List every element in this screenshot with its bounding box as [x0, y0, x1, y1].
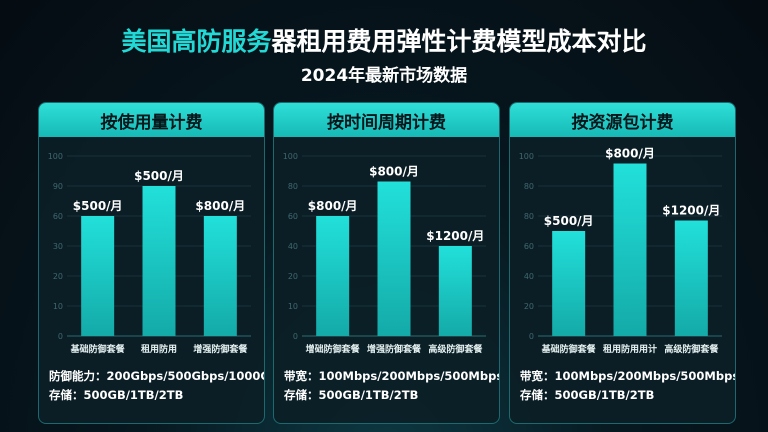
x-category-label: 高级防御套餐	[664, 343, 719, 355]
title-highlight: 美国高防服务	[121, 27, 272, 56]
footer-line: 存储：500GB/1TB/2TB	[49, 388, 184, 402]
bar	[316, 216, 350, 336]
chart-svg: 01020406080100$800/月增础防御套餐$800/月增强防御套餐$1…	[283, 152, 486, 355]
y-tick-label: 100	[283, 152, 298, 161]
x-category-label: 增强防御套餐	[193, 343, 248, 355]
panel-heading: 按资源包计费	[510, 103, 735, 137]
y-tick-label: 80	[524, 182, 534, 191]
y-tick-label: 30	[53, 242, 63, 251]
bar-chart: 0 10 20 40 60 80 100 $800/月 增础防御套餐 $800/月 增强防御套餐 $1…	[274, 137, 499, 367]
y-tick-label: 60	[288, 212, 298, 221]
footer-line: 带宽：100Mbps/200Mbps/500Mbps	[284, 369, 500, 383]
data-label: $800/月	[195, 199, 245, 213]
data-label: $500/月	[73, 199, 123, 213]
data-label: $1200/月	[426, 229, 484, 243]
footer-line: 存储：500GB/1TB/2TB	[284, 388, 419, 402]
page-subtitle: 2024年最新市场数据	[300, 66, 468, 86]
x-category-label: 高级防御套餐	[428, 343, 483, 355]
x-category-label: 基础防御套餐	[541, 343, 597, 355]
x-category-label: 增础防御套餐	[306, 343, 361, 355]
y-tick-label: 20	[288, 272, 298, 281]
panel-footer: 带宽：100Mbps/200Mbps/500Mbps 存储：500GB/1TB/…	[520, 367, 736, 405]
bar-chart: 0 10 20 30 60 90 100 $500/月 基础防御套餐 $500/月 租用防用 $800…	[39, 137, 264, 367]
bar	[203, 216, 237, 336]
data-label: $800/月	[369, 165, 419, 179]
bar	[552, 231, 586, 336]
y-tick-label: 10	[288, 302, 298, 311]
x-category-label: 基础防御套餐	[70, 343, 126, 355]
bar	[613, 163, 647, 336]
x-category-label: 租用防用用计	[603, 343, 657, 355]
y-tick-label: 40	[524, 272, 534, 281]
panel-footer: 防御能力：200Gbps/500Gbps/1000Gbps 存储：500GB/1…	[49, 367, 264, 405]
y-tick-label: 100	[48, 152, 63, 161]
y-tick-label: 60	[53, 212, 63, 221]
footer-line: 防御能力：200Gbps/500Gbps/1000Gbps	[49, 369, 264, 383]
title-rest: 器租用费用弹性计费模型成本对比	[271, 27, 647, 56]
chart-svg: 01020306090100$500/月基础防御套餐$500/月租用防用$800…	[48, 152, 251, 355]
y-tick-label: 90	[53, 182, 63, 191]
y-tick-label: 0	[529, 332, 534, 341]
x-category-label: 增强防御套餐	[367, 343, 422, 355]
y-tick-label: 40	[288, 242, 298, 251]
y-tick-label: 100	[519, 152, 534, 161]
data-label: $800/月	[308, 199, 358, 213]
footer-line: 存储：500GB/1TB/2TB	[520, 388, 655, 402]
bar	[438, 246, 472, 336]
x-category-label: 租用防用	[141, 343, 177, 355]
y-tick-label: 20	[524, 302, 534, 311]
bar-chart: 0 20 40 60 80 80 100 $500/月 基础防御套餐 $800/月 租用防用用计 $1…	[510, 137, 735, 367]
y-tick-label: 0	[293, 332, 298, 341]
data-label: $500/月	[544, 214, 594, 228]
data-label: $500/月	[134, 169, 184, 183]
bar	[81, 216, 115, 336]
bar	[377, 181, 411, 336]
y-tick-label: 60	[524, 242, 534, 251]
bar	[142, 186, 176, 336]
panel-heading: 按时间周期计费	[274, 103, 499, 137]
panel-footer: 带宽：100Mbps/200Mbps/500Mbps 存储：500GB/1TB/…	[284, 367, 500, 405]
panel-usage-billing: 按使用量计费 0 10 20 30 60 90 100 $500/月 基础防御套餐 $500/月租…	[38, 102, 265, 424]
panel-resource-billing: 按资源包计费 0 20 40 60 80 80 100 $500/月 基础防御套餐 $800/月租…	[509, 102, 736, 424]
bar	[674, 220, 708, 336]
page-title: 美国高防服务器租用费用弹性计费模型成本对比	[0, 22, 768, 58]
panel-heading: 按使用量计费	[39, 103, 264, 137]
footer-line: 带宽：100Mbps/200Mbps/500Mbps	[520, 369, 736, 383]
y-tick-label: 10	[53, 302, 63, 311]
y-tick-label: 80	[524, 212, 534, 221]
y-tick-label: 80	[288, 182, 298, 191]
y-tick-label: 0	[58, 332, 63, 341]
data-label: $1200/月	[662, 204, 720, 218]
y-tick-label: 20	[53, 272, 63, 281]
panel-time-billing: 按时间周期计费 0 10 20 40 60 80 100 $800/月 增础防御套餐 $800/月…	[273, 102, 500, 424]
data-label: $800/月	[605, 147, 655, 161]
